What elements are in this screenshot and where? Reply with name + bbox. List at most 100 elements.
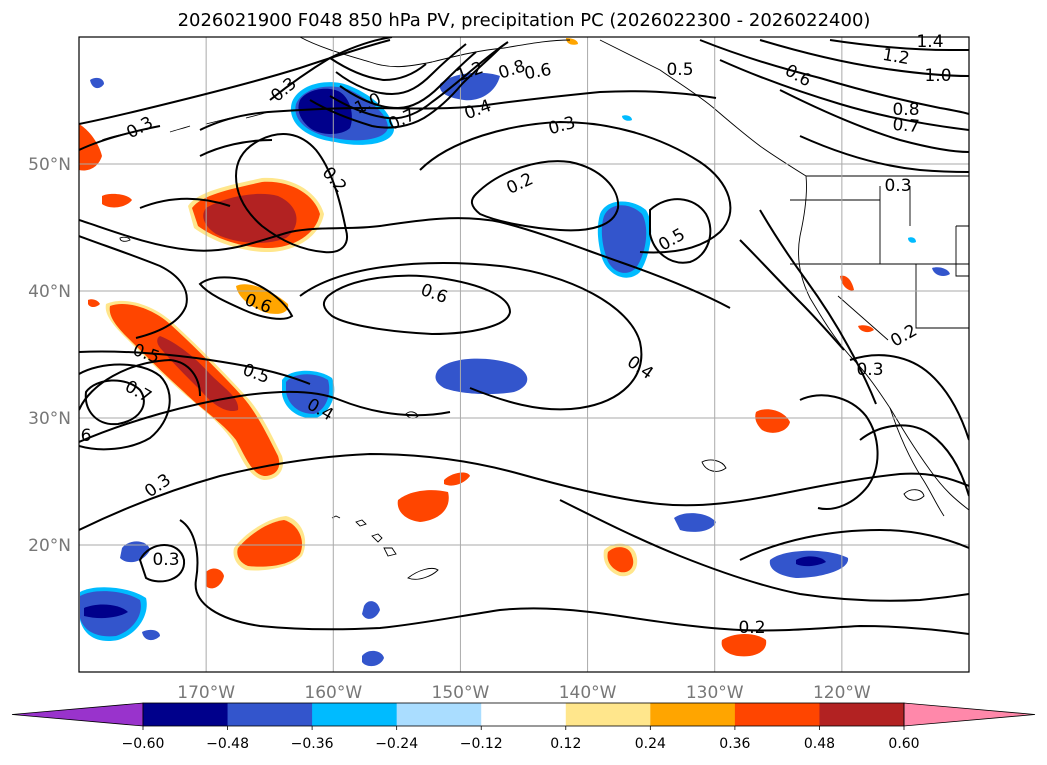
colorbar-label-9: 0.60 [888, 736, 919, 752]
lat-label-0: 20°N [28, 536, 71, 556]
contour-0.4-south [79, 390, 451, 443]
contour-ne-2 [719, 59, 969, 131]
contour-0.6-closed [322, 274, 512, 336]
colorbar-segment-8 [819, 703, 905, 726]
contour-0.2-south [179, 519, 969, 635]
contour-0.6-west-edge [79, 363, 171, 451]
precip-warm-small-1 [236, 284, 289, 314]
longitude-labels: 170°W 160°W 150°W 140°W 130°W 120°W [177, 683, 871, 703]
lat-label-1: 30°N [28, 409, 71, 429]
contour-0.5-south [79, 350, 311, 385]
island-small-2 [407, 567, 439, 580]
coastlines [101, 37, 969, 580]
contour-east-4 [849, 354, 969, 441]
precip-warm-small-5 [444, 472, 470, 486]
contour-north-jet-7 [329, 57, 427, 82]
contour-label-29: 0.2 [738, 618, 765, 638]
colorbar-label-0: −0.60 [122, 736, 165, 752]
contour-east-5 [859, 424, 969, 497]
lat-label-3: 50°N [28, 155, 71, 175]
lon-label-4: 130°W [686, 683, 744, 703]
precip-warm-small-4 [397, 490, 449, 522]
precip-warm-small-10 [858, 325, 874, 333]
colorbar-label-1: −0.48 [206, 736, 249, 752]
precip-blob-tiny-2 [932, 267, 950, 276]
contour-label-5: 0.6 [523, 60, 553, 84]
contour-east-6 [739, 528, 969, 561]
precip-blob-west-small [90, 77, 104, 89]
colorbar-extend-low [11, 702, 144, 727]
contour-west-0.6 [79, 235, 188, 339]
state-border-7 [790, 186, 911, 226]
precip-warm-small-8 [721, 634, 767, 657]
contour-0.3-west-closed [139, 197, 231, 209]
coast-bc [599, 39, 807, 177]
contour-0.6-west [198, 276, 294, 320]
lon-label-1: 160°W [304, 683, 362, 703]
precip-blob-central-1-mid [286, 374, 330, 414]
contour-label-31: 6 [81, 426, 92, 446]
map-frame [78, 36, 970, 673]
colorbar-label-7: 0.36 [719, 736, 750, 752]
contour-label-9: 1.0 [924, 66, 951, 86]
coast-alaska [299, 37, 571, 68]
precip-warm-west-edge [79, 124, 102, 171]
contour-east-1 [739, 239, 845, 351]
pv-contours [79, 37, 969, 635]
contour-ne-4 [779, 89, 969, 153]
precip-warm-small-2-strong [237, 520, 303, 567]
colorbar-label-2: −0.36 [291, 736, 334, 752]
precip-blob-south-small-3 [362, 601, 380, 619]
contour-ne-6 [799, 135, 969, 173]
contour-0.2-closed [470, 160, 620, 232]
precip-blob-east-oregon-mid [601, 205, 647, 273]
contour-north-jet-4 [329, 41, 509, 120]
contour-label-10: 0.8 [892, 100, 919, 120]
coast-west-us [798, 175, 969, 511]
precip-warm-west-small [102, 193, 132, 208]
map-area: 0.31.00.71.2 0.80.6 0.51.41.21.00.80.70.60… [28, 32, 970, 703]
colorbar-segment-5 [565, 703, 651, 726]
colorbar-segment-6 [650, 703, 736, 726]
lat-label-2: 40°N [28, 282, 71, 302]
lon-label-3: 140°W [559, 683, 617, 703]
precip-warm-west-small-2 [88, 299, 100, 307]
contour-north-jet-1 [79, 39, 391, 125]
contour-west-0.3 [79, 125, 161, 151]
state-border-5 [837, 295, 889, 341]
colorbar-segment-4 [481, 703, 567, 726]
contour-ne-1 [699, 39, 969, 115]
precip-warm-small-3 [206, 568, 224, 589]
contour-label-11: 0.7 [892, 115, 921, 137]
island-small-4 [903, 489, 925, 501]
precip-blob-south-small-4 [362, 650, 384, 667]
contour-east-2 [759, 209, 877, 405]
contour-label-19: 0.3 [884, 176, 911, 196]
colorbar-segment-3 [396, 703, 482, 726]
lon-label-2: 150°W [432, 683, 490, 703]
state-border-6 [955, 225, 969, 277]
contour-label-32: 0.3 [856, 360, 883, 380]
colorbar-label-4: −0.12 [460, 736, 503, 752]
contour-0.2-north [234, 133, 348, 254]
colorbar-label-8: 0.48 [804, 736, 835, 752]
colorbar-extend-high [903, 702, 1036, 727]
graticule [79, 37, 969, 672]
contour-label-7: 1.4 [916, 32, 943, 52]
contour-north-jet-6 [335, 43, 467, 96]
precip-warm-band-strong [109, 304, 280, 476]
colorbar-segment-0 [143, 703, 229, 726]
contour-mid-wave [199, 90, 717, 131]
colorbar: −0.60 −0.48 −0.36 −0.24 −0.12 0.12 0.24 0.36 0.4… [11, 702, 1036, 752]
precip-warm-small-7 [755, 409, 790, 433]
contour-label-6: 0.5 [666, 60, 693, 80]
precip-warm-north-deep [203, 193, 297, 243]
latitude-labels: 20°N 30°N 40°N 50°N [28, 155, 71, 556]
contour-0.3-north [199, 139, 273, 157]
contour-0.5-east [649, 198, 712, 264]
precip-blob-southeast-core [796, 556, 826, 567]
island-small-5 [119, 236, 131, 242]
precip-positive-anomalies [79, 38, 874, 657]
contour-label-28: 0.3 [152, 550, 179, 570]
